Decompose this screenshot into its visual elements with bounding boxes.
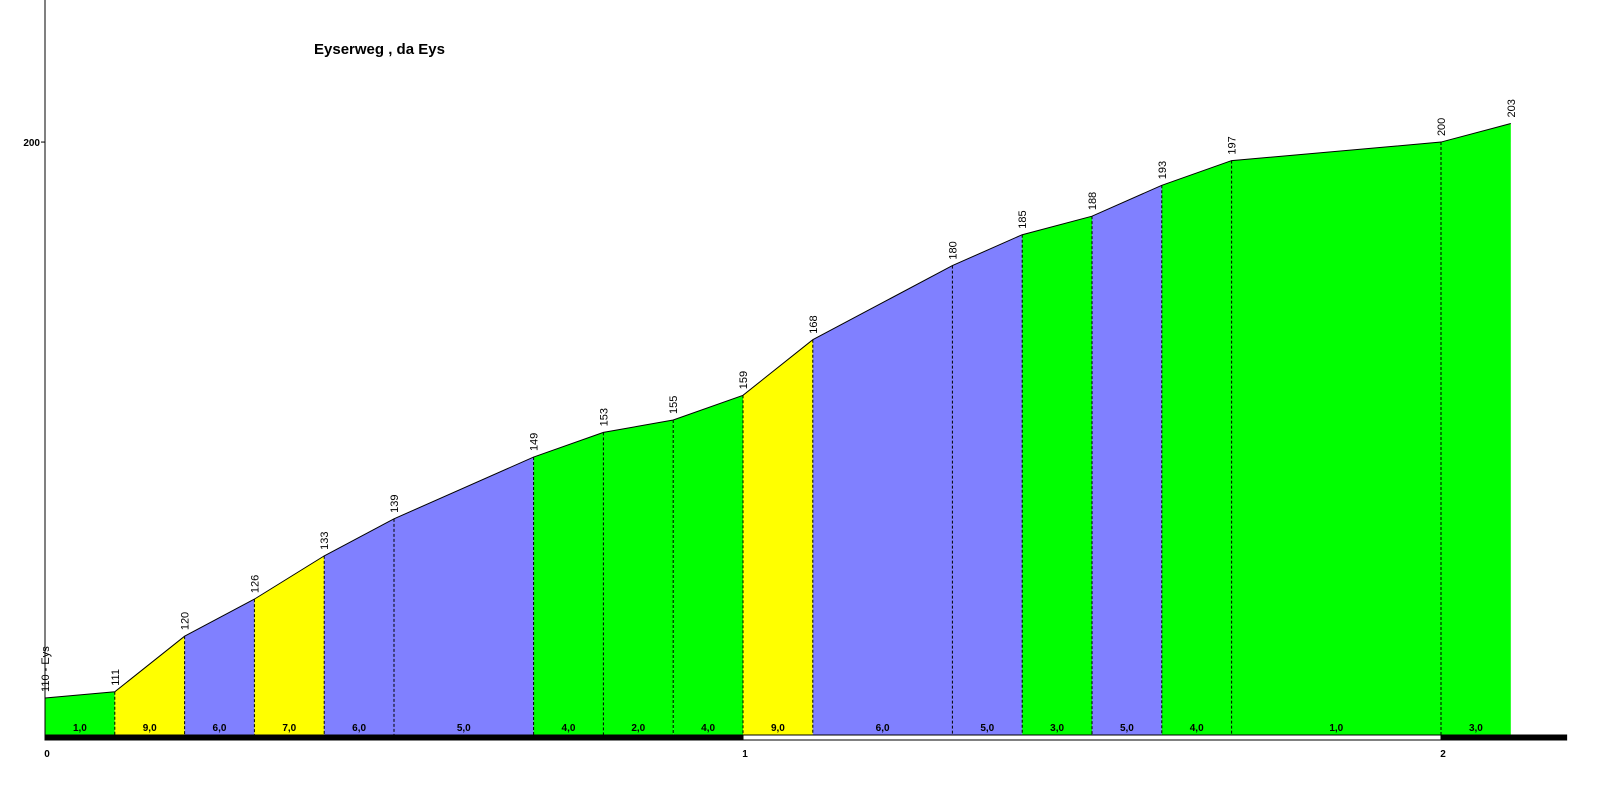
x-tick-label: 1 [742, 749, 748, 760]
elevation-label: 185 [1017, 210, 1029, 228]
elevation-label: 133 [319, 532, 331, 550]
gradient-label: 6,0 [876, 723, 890, 734]
gradient-segment [673, 395, 743, 735]
elevation-label: 139 [389, 494, 401, 512]
elevation-label: 111 [110, 669, 122, 686]
gradient-label: 5,0 [457, 723, 471, 734]
gradient-label: 6,0 [213, 723, 227, 734]
gradient-segment [603, 420, 674, 735]
gradient-segment [952, 234, 1023, 736]
gradient-label: 9,0 [771, 723, 785, 734]
gradient-segment [533, 432, 604, 735]
gradient-segment [1092, 185, 1162, 735]
gradient-label: 5,0 [1120, 723, 1134, 734]
gradient-label: 1,0 [1329, 723, 1343, 734]
gradient-label: 6,0 [352, 723, 366, 734]
gradient-segment [1161, 160, 1232, 735]
elevation-label: 159 [738, 371, 750, 389]
elevation-label: 155 [668, 396, 680, 414]
x-tick-label: 0 [44, 749, 50, 760]
elevation-label: 168 [808, 315, 820, 333]
gradient-label: 3,0 [1469, 723, 1483, 734]
gradient-segment [45, 691, 115, 735]
elevation-label: 193 [1157, 161, 1169, 179]
x-tick-label: 2 [1440, 749, 1446, 760]
scale-bar [742, 734, 1442, 741]
gradient-label: 9,0 [143, 723, 157, 734]
gradient-segment [324, 518, 394, 735]
gradient-segment [1441, 123, 1511, 735]
gradient-segment [254, 555, 325, 735]
elevation-label: 126 [249, 575, 261, 593]
gradient-segment [184, 599, 255, 735]
gradient-label: 4,0 [562, 723, 576, 734]
gradient-label: 7,0 [282, 723, 296, 734]
elevation-label: 180 [947, 241, 959, 259]
gradient-label: 3,0 [1050, 723, 1064, 734]
elevation-label: 120 [180, 612, 192, 630]
chart-title: Eyserweg , da Eys [314, 41, 445, 58]
gradient-label: 4,0 [1190, 723, 1204, 734]
elevation-label: 153 [598, 408, 610, 426]
profile-line [44, 123, 1511, 699]
gradient-segment [812, 265, 953, 735]
elevation-label: 110 - Eys [40, 646, 52, 692]
elevation-label: 197 [1227, 136, 1239, 154]
scale-bar [1440, 734, 1568, 741]
elevation-label: 200 [1436, 118, 1448, 136]
elevation-label: 149 [529, 433, 541, 451]
scale-bar [44, 734, 744, 741]
elevation-label: 203 [1506, 99, 1518, 117]
gradient-label: 5,0 [980, 723, 994, 734]
gradient-segment [394, 457, 534, 735]
gradient-segment [743, 339, 813, 735]
elevation-label: 188 [1087, 192, 1099, 210]
gradient-segment [1022, 216, 1092, 736]
gradient-label: 1,0 [73, 723, 87, 734]
gradient-label: 4,0 [701, 723, 715, 734]
gradient-segment [1231, 142, 1441, 735]
gradient-segment [114, 636, 185, 735]
y-tick-label: 200 [23, 138, 40, 149]
gradient-label: 2,0 [631, 723, 645, 734]
